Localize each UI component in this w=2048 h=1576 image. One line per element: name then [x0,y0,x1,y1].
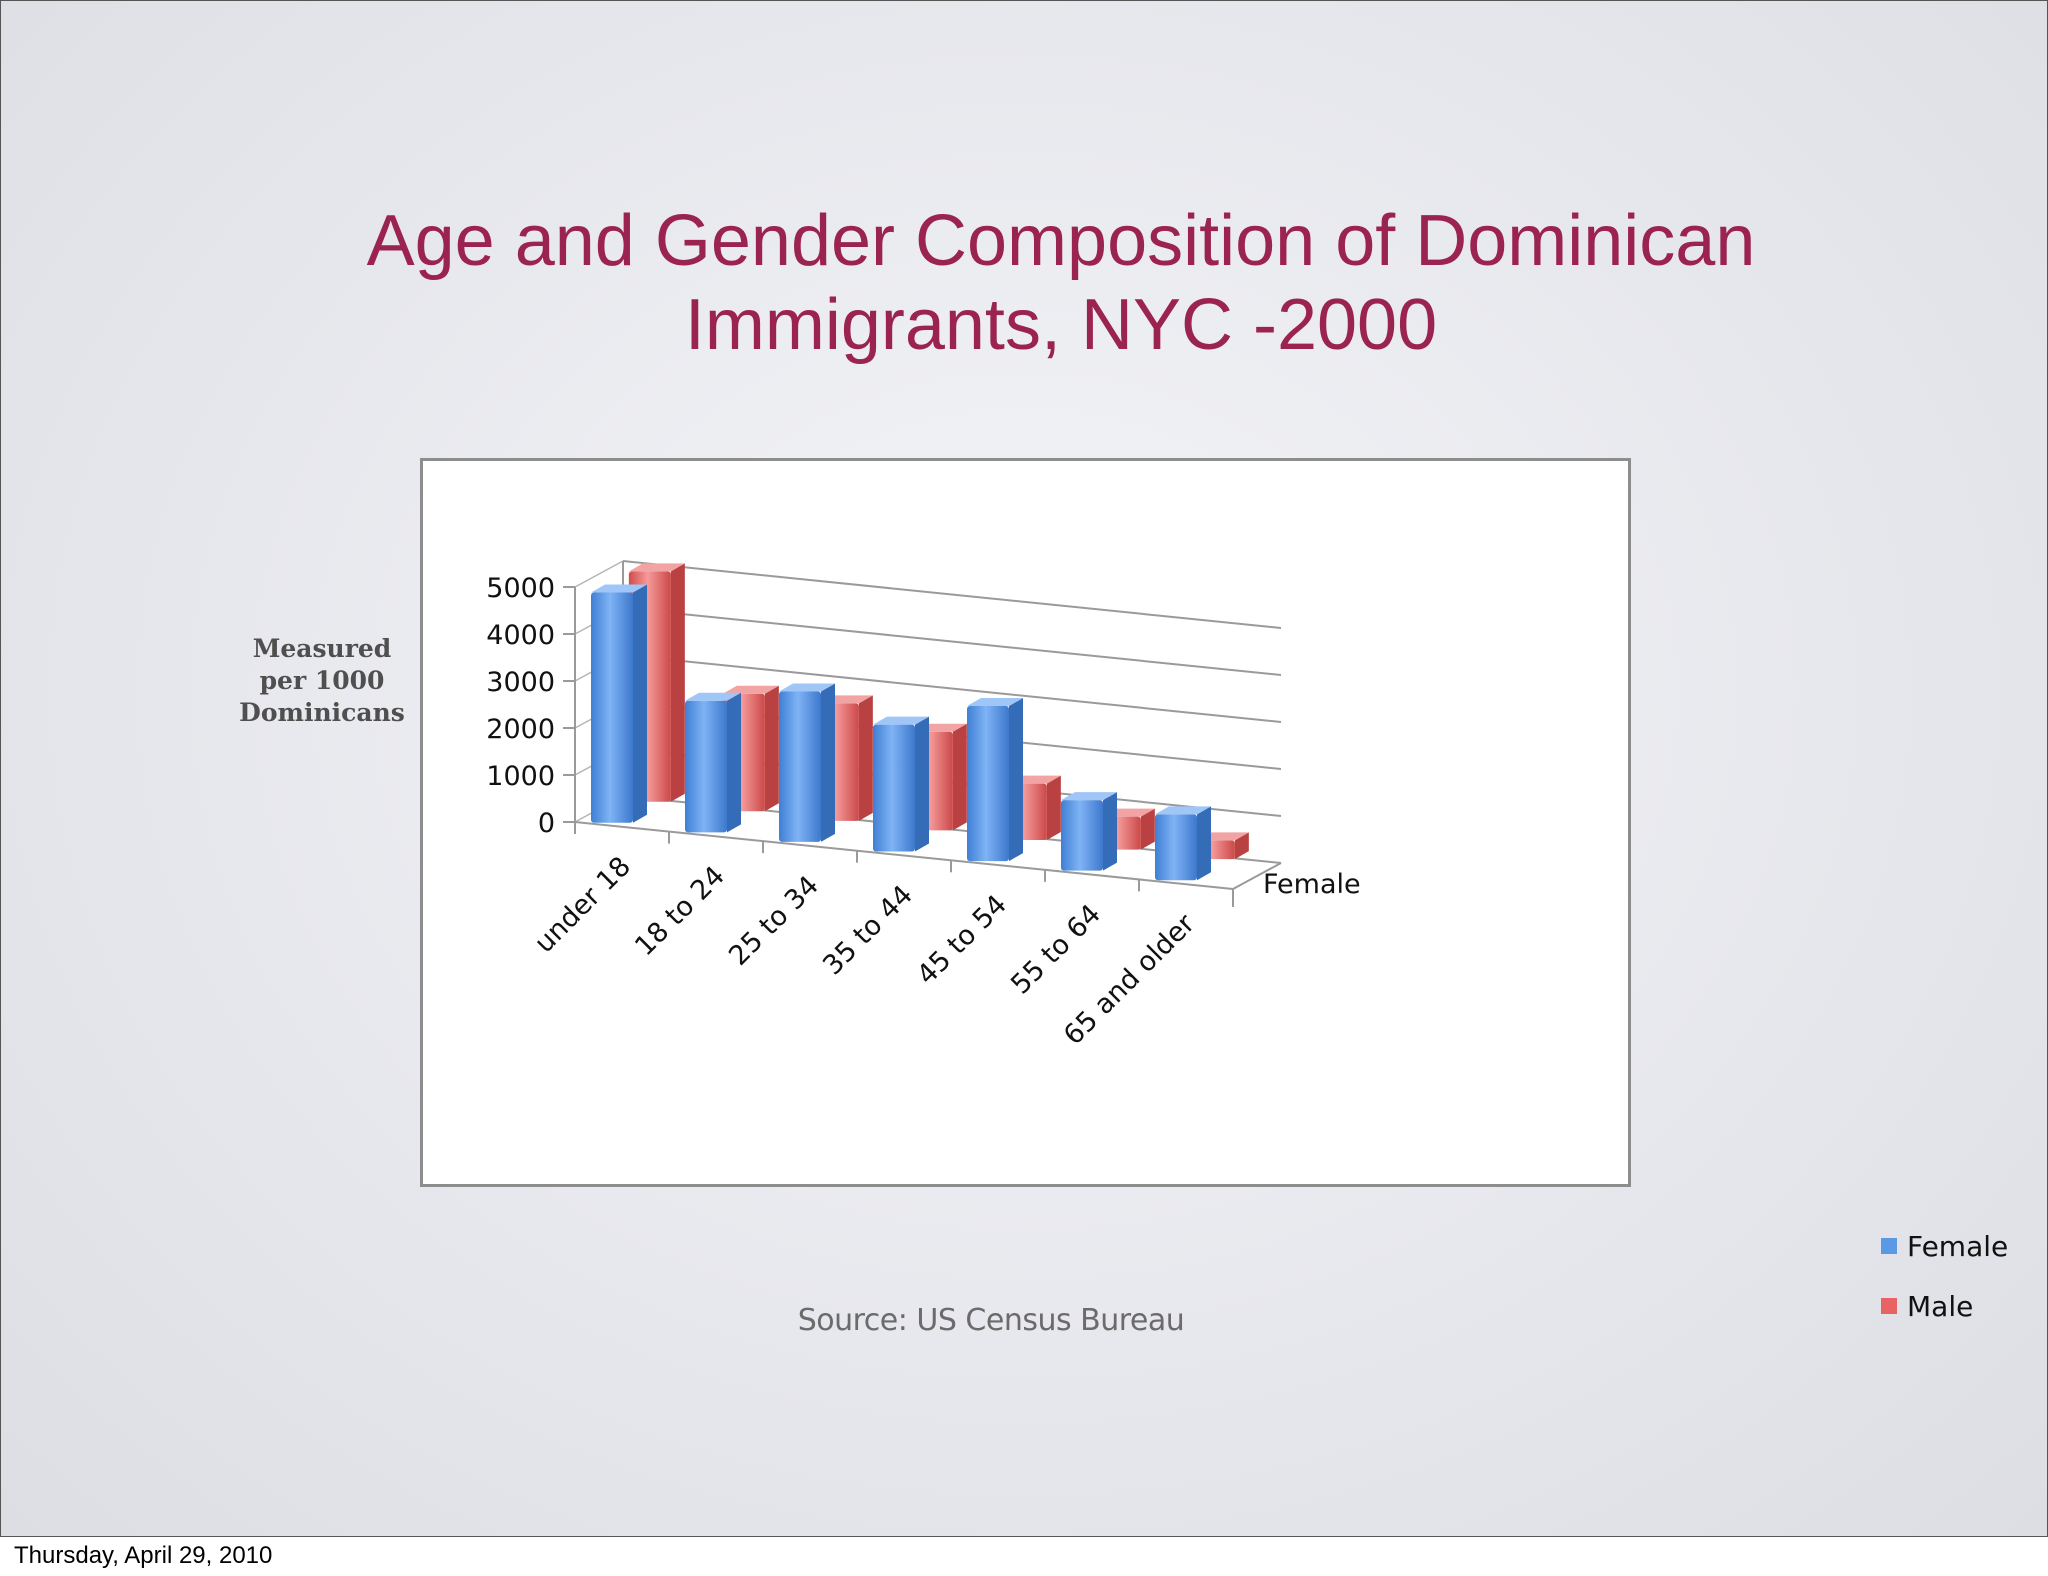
bar-female [967,697,1023,862]
legend-swatch [1881,1238,1897,1254]
y-tick-label: 5000 [486,573,555,604]
side-gridline [574,560,624,588]
x-tick-label: 25 to 34 [723,870,825,972]
gridline [622,560,1282,629]
bar-female [685,692,741,833]
x-tick-label: 55 to 64 [1005,899,1107,1001]
bar-female [779,683,835,842]
x-tick-label: 18 to 24 [629,860,731,962]
legend-item: Female [1881,1229,2031,1263]
bar-female [591,584,647,823]
chart-area: 0 1000 2000 3000 4000 5000 under 18 18 to 24 25 … [420,458,2008,1323]
gridline [622,607,1282,676]
bar-female [873,716,929,852]
footer-date: Thursday, April 29, 2010 [14,1542,273,1569]
title-line-2: Immigrants, NYC -2000 [684,285,1438,365]
x-tick-label: 45 to 54 [911,889,1013,991]
depth-axis-label: Female [1263,869,1361,900]
bar-female [1155,806,1211,881]
bar-female [1061,792,1117,871]
y-tick-label: 4000 [486,620,555,651]
x-axis-line [574,821,1234,890]
y-axis-label: Measured per 1000 Dominicans [239,634,405,727]
y-tick-label: 3000 [486,667,555,698]
chart-legend: Female Male [1881,1229,2031,1351]
title-line-1: Age and Gender Composition of Dominican [366,201,1756,281]
y-tick-label: 2000 [486,714,555,745]
source-note: Source: US Census Bureau [797,1303,1185,1338]
y-tick-label: 0 [538,808,555,839]
legend-label: Female [1907,1229,2009,1263]
y-tick-label: 1000 [486,761,555,792]
x-tick-label: under 18 [529,851,637,959]
slide-title: Age and Gender Composition of Dominican … [221,199,1901,367]
gridline [622,654,1282,723]
legend-label: Male [1907,1289,1974,1323]
slide: Age and Gender Composition of Dominican … [0,0,2048,1537]
legend-swatch [1881,1298,1897,1314]
legend-item: Male [1881,1289,2031,1323]
x-tick-label: 35 to 44 [817,880,919,982]
depth-axis-line [1232,862,1282,890]
